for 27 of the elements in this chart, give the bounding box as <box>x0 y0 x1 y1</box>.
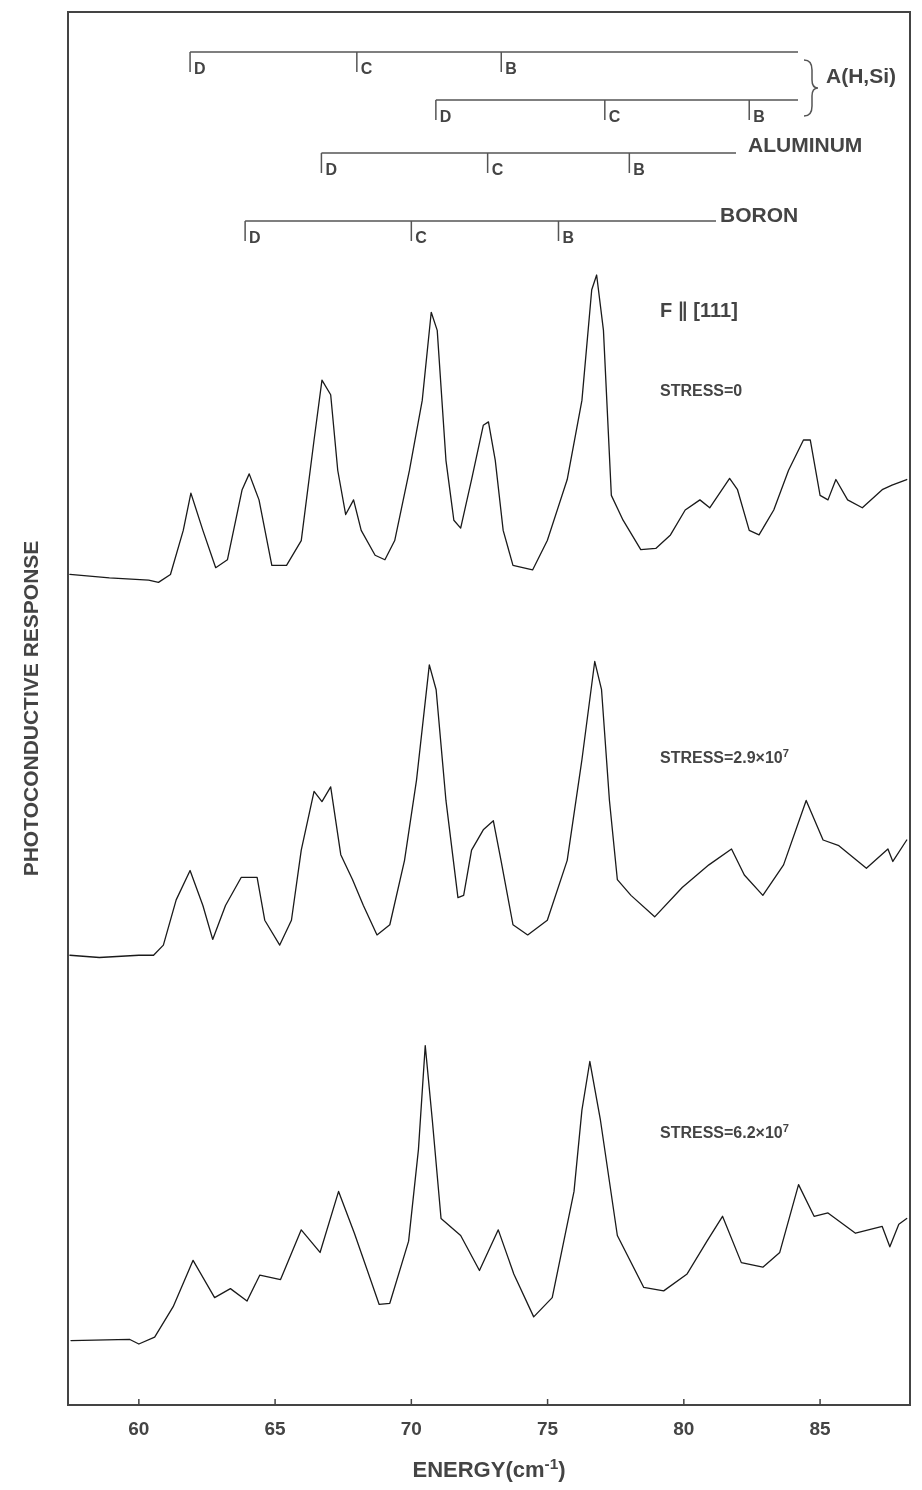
ref-line-label: B <box>562 229 575 246</box>
ref-line-label: B <box>753 108 765 125</box>
annotation: STRESS=0 <box>660 381 743 399</box>
ref-line-label: D <box>194 60 206 77</box>
annotation: STRESS=2.9×10$^{7}$ <box>660 746 789 766</box>
annotation: F ∥ [111] <box>660 299 738 322</box>
text: ALUMINUM <box>748 133 863 157</box>
y-axis-title: PHOTOCONDUCTIVE RESPONSE <box>19 540 42 877</box>
ref-line-label: C <box>360 60 373 77</box>
x-tick-label: 65 <box>264 1418 287 1439</box>
ref-line-label: C <box>415 229 428 246</box>
x-tick-label: 85 <box>809 1418 832 1439</box>
ref-line-label: D <box>439 108 452 125</box>
ref-line-label: D <box>325 161 337 178</box>
x-tick-label: 60 <box>128 1418 150 1439</box>
ref-line-label: C <box>608 108 621 125</box>
annotation: STRESS=6.2×10$^{7}$ <box>660 1121 789 1141</box>
ref-line-label: C <box>491 161 504 178</box>
ref-line-label: B <box>505 60 517 77</box>
x-tick-label: 75 <box>537 1418 559 1439</box>
text: A(H,Si) <box>826 64 896 88</box>
x-tick-label: 70 <box>400 1418 422 1439</box>
x-tick-label: 80 <box>673 1418 695 1439</box>
x-axis-title: ENERGY(cm$^{-1}$) <box>412 1454 566 1482</box>
ref-line-label: D <box>249 229 261 246</box>
text: BORON <box>720 203 799 227</box>
ref-line-label: B <box>633 161 645 178</box>
